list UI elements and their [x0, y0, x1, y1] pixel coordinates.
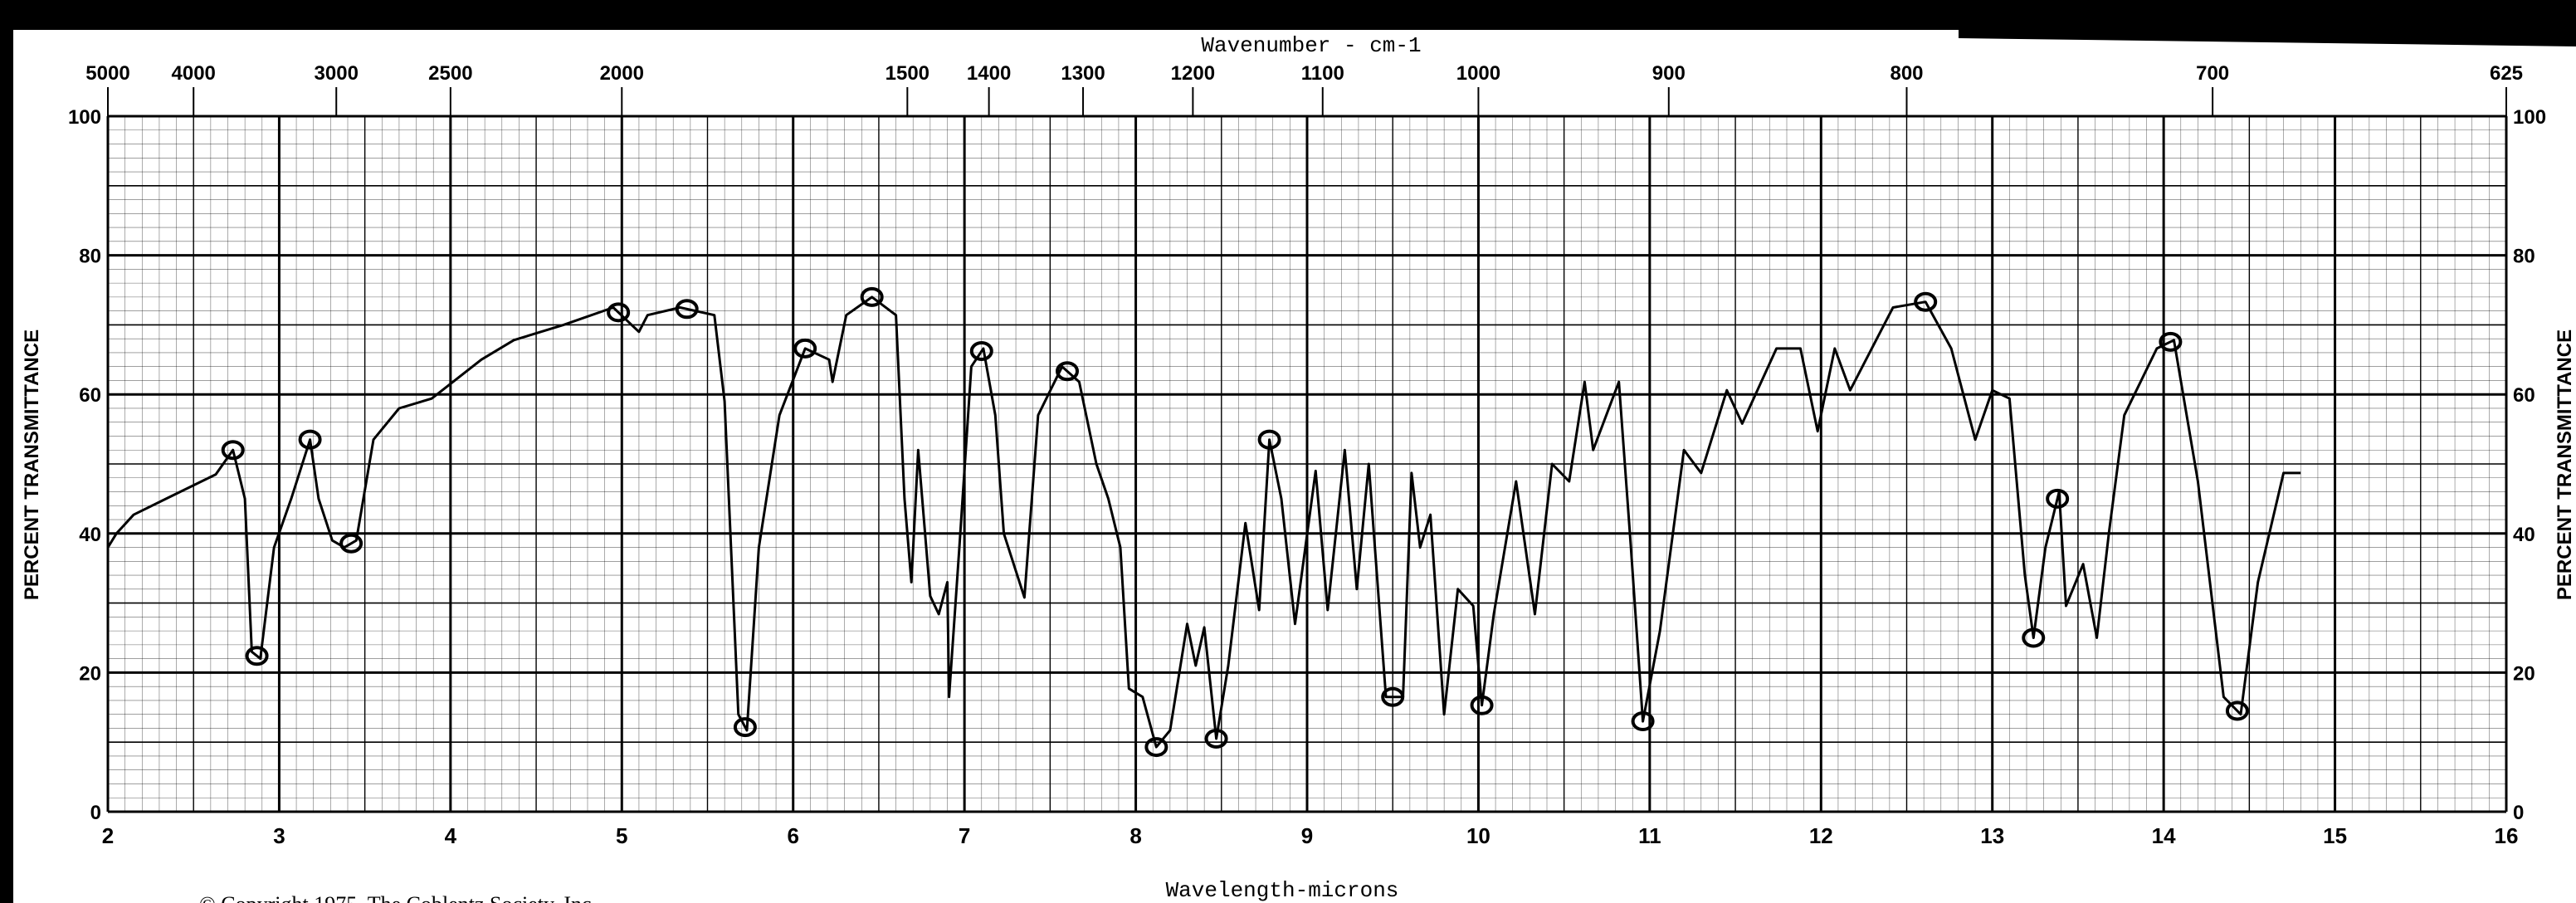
top-tick-label: 2000	[600, 62, 644, 85]
y-tick-label-right: 60	[2513, 384, 2535, 407]
top-tick-label: 800	[1890, 62, 1923, 85]
peak-circle	[221, 440, 245, 461]
top-tick-label: 3000	[315, 62, 359, 85]
peak-circle	[1914, 291, 1938, 312]
x-tick-label: 7	[959, 823, 970, 848]
peak-circle	[339, 533, 363, 554]
top-tick-label: 1500	[886, 62, 929, 85]
x-tick-label: 6	[787, 823, 798, 848]
peak-markers	[221, 286, 2249, 758]
top-tick-label: 625	[2490, 62, 2523, 85]
y-tick-label-right: 40	[2513, 524, 2535, 546]
peak-circle	[675, 299, 699, 320]
top-tick-label: 2500	[428, 62, 472, 85]
top-tick-label: 4000	[172, 62, 216, 85]
peak-circle	[1204, 729, 1228, 749]
peak-circle	[298, 429, 322, 450]
x-tick-label: 5	[616, 823, 627, 848]
peak-circle	[607, 302, 631, 323]
top-tick-label: 1100	[1301, 62, 1344, 85]
y-tick-label-left: 0	[90, 802, 101, 824]
top-tick-label: 900	[1652, 62, 1686, 85]
x-tick-label: 10	[1466, 823, 1490, 848]
x-tick-label: 11	[1638, 823, 1661, 848]
top-tick-label: 1400	[967, 62, 1011, 85]
x-tick-label: 8	[1129, 823, 1141, 848]
x-tick-label: 12	[1809, 823, 1833, 848]
peak-circle	[1381, 686, 1405, 707]
top-tick-label: 1300	[1061, 62, 1105, 85]
y-tick-label-right: 20	[2513, 662, 2535, 685]
y-axis-title-right: PERCENT TRANSMITTANCE	[2554, 329, 2576, 600]
peak-circle	[1056, 361, 1079, 382]
peak-circle	[733, 717, 757, 738]
peak-circle	[2022, 627, 2046, 648]
scan-border-top-right	[1959, 30, 2576, 46]
y-tick-label-right: 100	[2513, 106, 2546, 129]
x-tick-label: 9	[1301, 823, 1313, 848]
peak-circle	[1470, 695, 1494, 715]
top-tick-label: 1000	[1456, 62, 1500, 85]
peak-circle	[1144, 737, 1168, 758]
peak-circle	[860, 286, 884, 307]
peak-circle	[1257, 429, 1281, 450]
y-tick-label-right: 80	[2513, 246, 2535, 268]
top-tick-label: 5000	[85, 62, 129, 85]
top-tick-label: 1200	[1171, 62, 1215, 85]
x-tick-label: 3	[273, 823, 285, 848]
x-axis-title: Wavelength-microns	[1166, 878, 1399, 903]
y-tick-label-left: 40	[79, 524, 101, 546]
x-tick-label: 15	[2323, 823, 2347, 848]
peak-circle	[2225, 700, 2249, 721]
x-tick-label: 16	[2495, 823, 2519, 848]
y-axis-title-left: PERCENT TRANSMITTANCE	[21, 329, 43, 600]
peak-circle	[793, 338, 817, 359]
copyright-notice: © Copyright 1975, The Coblentz Society, …	[199, 892, 597, 903]
x-tick-label: 14	[2152, 823, 2176, 848]
top-tick-label: 700	[2196, 62, 2229, 85]
y-tick-label-left: 100	[68, 106, 101, 129]
grid	[106, 115, 2508, 813]
peak-circle	[2046, 488, 2070, 509]
scan-border-top	[0, 0, 2576, 30]
spectrum-line	[106, 295, 2301, 749]
x-tick-label: 2	[102, 823, 114, 848]
scan-border-left	[0, 0, 13, 903]
peak-circle	[1631, 711, 1655, 732]
peak-circle	[969, 341, 993, 362]
y-tick-label-left: 80	[79, 246, 101, 268]
y-tick-label-left: 20	[79, 662, 101, 685]
x-tick-label: 13	[1980, 823, 2004, 848]
y-tick-label-left: 60	[79, 384, 101, 407]
y-tick-label-right: 0	[2513, 802, 2524, 824]
peak-circle	[2159, 331, 2183, 352]
x-tick-label: 4	[445, 823, 457, 848]
peak-circle	[245, 646, 269, 666]
top-axis-title: Wavenumber - cm-1	[1201, 33, 1421, 58]
